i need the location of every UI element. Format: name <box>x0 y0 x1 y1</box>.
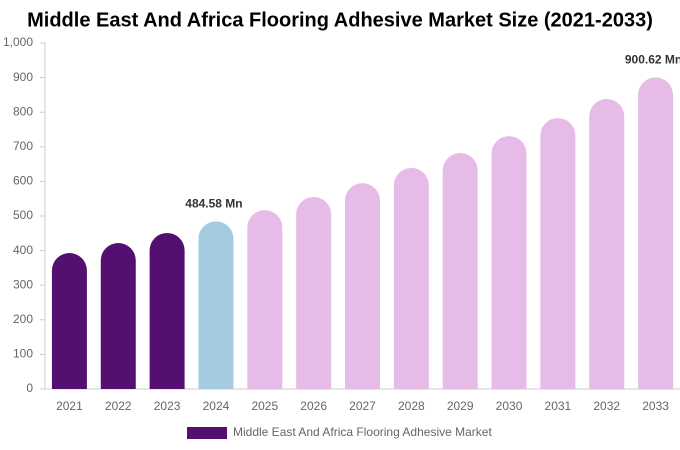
bar <box>442 153 478 389</box>
legend-swatch <box>187 427 227 439</box>
x-tick-label: 2032 <box>593 399 620 413</box>
value-label: 900.62 Mn <box>625 53 680 67</box>
x-tick-label: 2030 <box>496 399 523 413</box>
bar <box>198 221 234 389</box>
y-tick-label: 600 <box>13 174 33 188</box>
x-tick-label: 2029 <box>447 399 474 413</box>
y-tick-label: 0 <box>26 381 33 395</box>
bar <box>51 253 87 389</box>
value-label: 484.58 Mn <box>185 197 242 211</box>
x-tick-label: 2028 <box>398 399 425 413</box>
y-tick-label: 400 <box>13 243 33 257</box>
x-tick-label: 2033 <box>642 399 669 413</box>
x-tick-label: 2022 <box>105 399 132 413</box>
x-tick-label: 2027 <box>349 399 376 413</box>
bar <box>589 99 625 389</box>
bar <box>296 196 332 389</box>
legend-label: Middle East And Africa Flooring Adhesive… <box>233 425 492 439</box>
bar <box>393 167 429 389</box>
y-tick-label: 300 <box>13 277 33 291</box>
y-tick-label: 1,000 <box>3 35 33 49</box>
y-tick-label: 200 <box>13 312 33 326</box>
x-tick-label: 2021 <box>56 399 83 413</box>
x-tick-label: 2024 <box>203 399 230 413</box>
x-tick-label: 2025 <box>251 399 278 413</box>
x-tick-label: 2031 <box>545 399 572 413</box>
bar <box>345 183 380 389</box>
x-tick-label: 2023 <box>154 399 181 413</box>
y-tick-label: 700 <box>13 139 33 153</box>
y-tick-label: 500 <box>13 208 33 222</box>
y-tick-label: 800 <box>13 104 33 118</box>
bar <box>540 118 576 389</box>
bar <box>638 77 674 389</box>
bar <box>100 243 136 389</box>
bar <box>491 136 527 389</box>
bar <box>149 232 185 389</box>
y-tick-label: 900 <box>13 70 33 84</box>
bar <box>247 210 283 389</box>
y-tick-label: 100 <box>13 347 33 361</box>
chart-title: Middle East And Africa Flooring Adhesive… <box>27 9 653 31</box>
x-tick-label: 2026 <box>300 399 327 413</box>
